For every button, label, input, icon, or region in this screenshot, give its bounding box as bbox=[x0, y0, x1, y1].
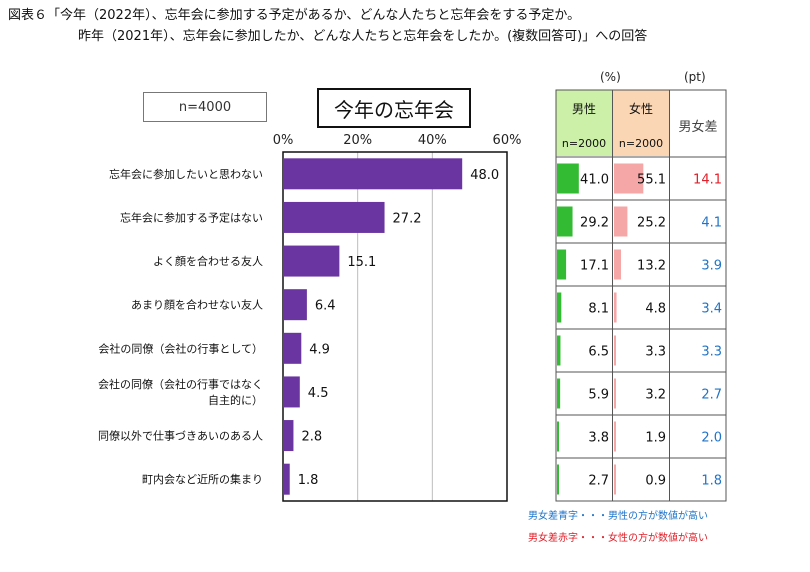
male-sample-size: n=2000 bbox=[561, 137, 607, 150]
category-label: よく顔を合わせる友人 bbox=[153, 254, 263, 268]
male-header-label: 男性 bbox=[571, 102, 596, 116]
figure-title-line2: 昨年（2021年）、忘年会に参加したか、どんな人たちと忘年会をしたか。(複数回答… bbox=[78, 29, 648, 44]
male-value: 29.2 bbox=[580, 216, 609, 231]
male-value: 41.0 bbox=[580, 173, 609, 188]
female-sample-size: n=2000 bbox=[618, 137, 664, 150]
female-value: 4.8 bbox=[645, 302, 666, 317]
category-label: 会社の同僚（会社の行事ではなく自主的に） bbox=[98, 377, 263, 407]
x-tick-label: 20% bbox=[343, 133, 372, 148]
male-mini-bar bbox=[557, 292, 562, 323]
percent-unit-label: (%) bbox=[600, 70, 621, 84]
bar bbox=[283, 289, 307, 321]
plot-frame bbox=[282, 151, 508, 502]
sample-size-box: n=4000 bbox=[143, 92, 267, 122]
bar-value-label: 48.0 bbox=[470, 168, 499, 183]
female-value: 1.9 bbox=[645, 431, 666, 446]
diff-value: 3.4 bbox=[701, 302, 722, 317]
female-value: 13.2 bbox=[637, 259, 666, 274]
category-label: 町内会など近所の集まり bbox=[142, 472, 263, 486]
chart-title: 今年の忘年会 bbox=[317, 88, 471, 128]
male-value: 6.5 bbox=[588, 345, 609, 360]
female-value: 3.3 bbox=[645, 345, 666, 360]
bar bbox=[283, 245, 340, 277]
male-mini-bar bbox=[557, 421, 560, 452]
category-label: 忘年会に参加する予定はない bbox=[120, 210, 263, 224]
x-tick-label: 0% bbox=[273, 133, 294, 148]
female-mini-bar bbox=[614, 206, 628, 237]
male-mini-bar bbox=[557, 335, 561, 366]
male-mini-bar bbox=[557, 249, 567, 280]
category-label: 忘年会に参加したいと思わない bbox=[109, 167, 263, 181]
bar-value-label: 27.2 bbox=[393, 211, 422, 226]
bar bbox=[283, 420, 294, 452]
male-value: 17.1 bbox=[580, 259, 609, 274]
bar-value-label: 4.9 bbox=[309, 342, 330, 357]
diff-header-label: 男女差 bbox=[678, 120, 718, 135]
bar bbox=[283, 158, 463, 190]
male-value: 2.7 bbox=[588, 474, 609, 489]
bar-value-label: 15.1 bbox=[347, 255, 376, 270]
male-value: 8.1 bbox=[588, 302, 609, 317]
male-mini-bar bbox=[557, 163, 579, 194]
male-value: 3.8 bbox=[588, 431, 609, 446]
bar bbox=[283, 201, 385, 233]
female-mini-bar bbox=[614, 292, 617, 323]
figure-title-line1: 図表６「今年（2022年）、忘年会に参加する予定があるか、どんな人たちと忘年会を… bbox=[8, 8, 581, 23]
bar-value-label: 4.5 bbox=[308, 386, 329, 401]
diff-value: 4.1 bbox=[701, 216, 722, 231]
diff-value: 14.1 bbox=[693, 173, 722, 188]
x-tick-label: 40% bbox=[418, 133, 447, 148]
bar-value-label: 1.8 bbox=[298, 473, 319, 488]
diff-value: 1.8 bbox=[701, 474, 722, 489]
female-value: 55.1 bbox=[637, 173, 666, 188]
female-mini-bar bbox=[614, 163, 644, 194]
legend-blue-note: 男女差青字・・・男性の方が数値が高い bbox=[528, 511, 708, 522]
female-value: 0.9 bbox=[645, 474, 666, 489]
female-mini-bar bbox=[614, 421, 616, 452]
male-mini-bar bbox=[557, 378, 561, 409]
female-mini-bar bbox=[614, 378, 616, 409]
legend-red-note: 男女差赤字・・・女性の方が数値が高い bbox=[528, 533, 708, 544]
bar bbox=[283, 332, 302, 364]
category-label: 同僚以外で仕事づきあいのある人 bbox=[98, 430, 263, 443]
diff-column-header: 男女差 bbox=[670, 90, 726, 156]
category-label: 会社の同僚（会社の行事として） bbox=[98, 341, 263, 355]
bar-value-label: 2.8 bbox=[301, 430, 322, 445]
bar-value-label: 6.4 bbox=[315, 299, 336, 314]
female-value: 3.2 bbox=[645, 388, 666, 403]
table-frame bbox=[555, 89, 727, 502]
female-mini-bar bbox=[614, 249, 622, 280]
diff-value: 2.7 bbox=[701, 388, 722, 403]
diff-value: 2.0 bbox=[701, 431, 722, 446]
male-value: 5.9 bbox=[588, 388, 609, 403]
bar bbox=[283, 463, 290, 495]
category-label: あまり顔を合わせない友人 bbox=[131, 298, 263, 312]
pt-unit-label: (pt) bbox=[684, 70, 706, 84]
bar bbox=[283, 376, 300, 408]
diff-value: 3.9 bbox=[701, 259, 722, 274]
female-value: 25.2 bbox=[637, 216, 666, 231]
female-mini-bar bbox=[614, 464, 616, 495]
female-header-label: 女性 bbox=[628, 102, 653, 116]
male-mini-bar bbox=[557, 464, 559, 495]
diff-value: 3.3 bbox=[701, 345, 722, 360]
female-mini-bar bbox=[614, 335, 616, 366]
male-mini-bar bbox=[557, 206, 573, 237]
x-tick-label: 60% bbox=[493, 133, 522, 148]
female-column-header: 女性 n=2000 bbox=[613, 90, 669, 156]
male-column-header: 男性 n=2000 bbox=[556, 90, 612, 156]
